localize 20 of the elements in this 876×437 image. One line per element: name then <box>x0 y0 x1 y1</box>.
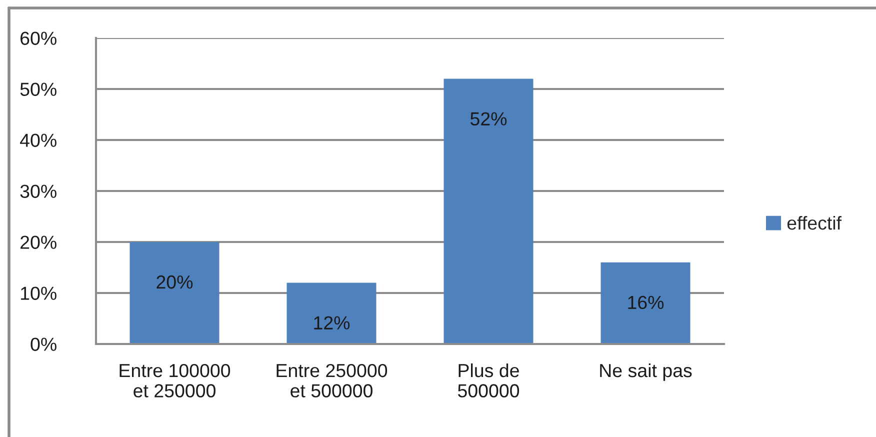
y-tick-label: 60% <box>20 32 56 45</box>
x-tick-label: Entre 250000 et 500000 <box>276 364 388 398</box>
data-label: 20% <box>156 275 193 289</box>
bar <box>130 242 220 344</box>
legend-label: effectif <box>787 216 842 230</box>
y-tick-label: 30% <box>20 184 56 198</box>
bar <box>600 262 690 344</box>
bar <box>286 282 376 344</box>
y-tick-label: 50% <box>20 82 56 96</box>
y-tick-label: 20% <box>20 236 56 249</box>
data-label: 16% <box>628 296 664 310</box>
y-tick-label: 0% <box>30 338 56 351</box>
x-tick-label: Entre 100000 et 250000 <box>120 364 230 398</box>
x-tick-label: Ne sait pas <box>600 363 692 381</box>
data-label: 52% <box>470 112 507 126</box>
y-tick-label: 40% <box>20 134 56 147</box>
y-tick-label: 10% <box>21 286 56 300</box>
bar <box>444 78 534 344</box>
data-label: 12% <box>314 316 350 330</box>
x-tick-label: Plus de 500000 <box>458 363 520 398</box>
